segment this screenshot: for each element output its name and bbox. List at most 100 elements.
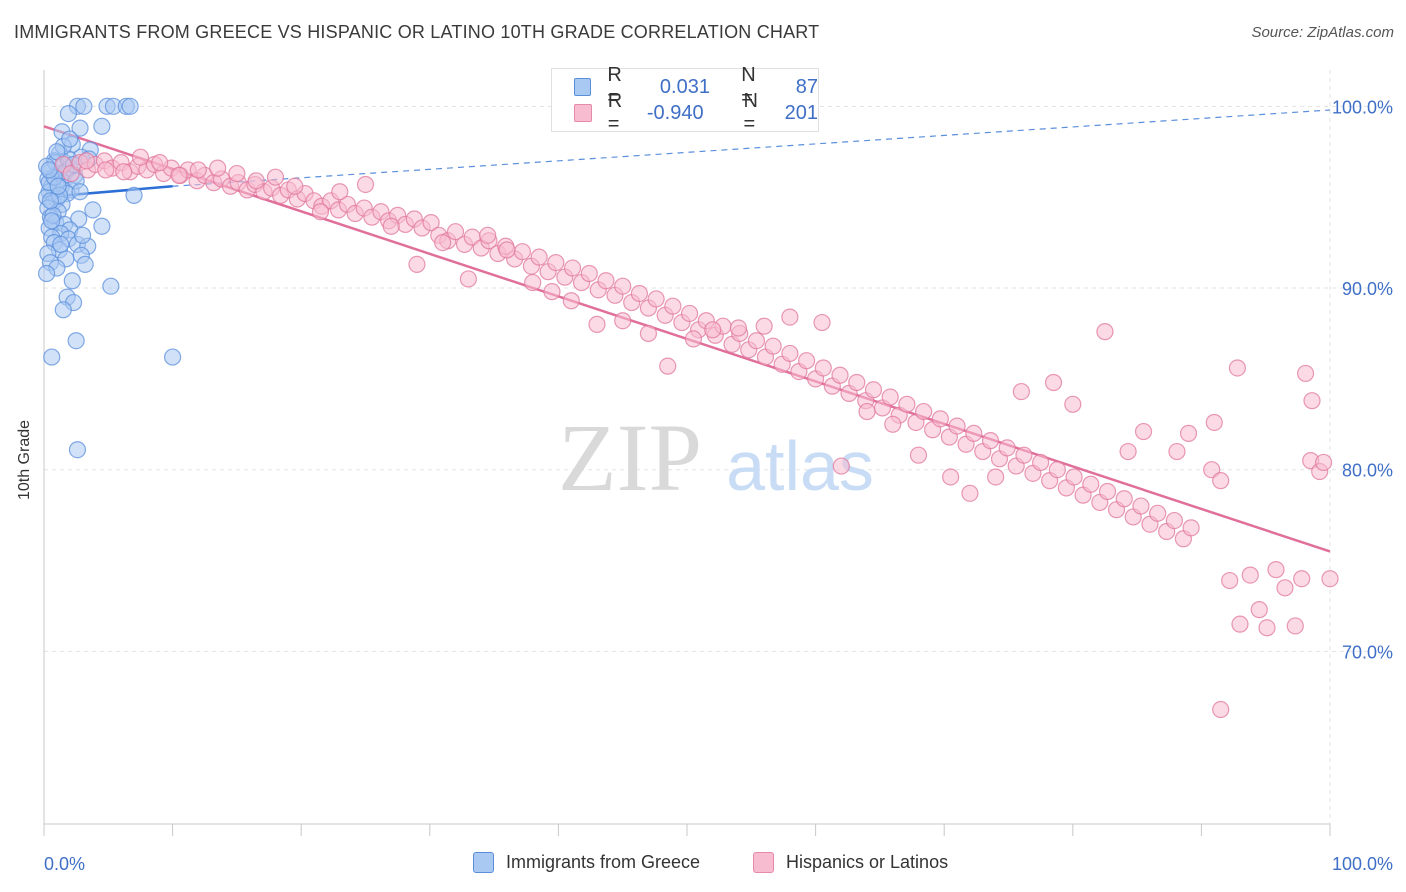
data-point: [1267, 561, 1285, 579]
data-point: [37, 264, 56, 283]
data-point: [513, 243, 531, 261]
legend-label-hispanic: Hispanics or Latinos: [786, 852, 949, 872]
data-point: [1276, 579, 1294, 597]
data-point: [1098, 482, 1117, 501]
data-point: [1096, 323, 1114, 341]
data-point: [84, 201, 102, 219]
data-point: [998, 439, 1016, 457]
legend-swatch-hispanic: [753, 852, 774, 873]
legend-n-value: 201: [784, 101, 819, 124]
legend-swatch-greece: [473, 852, 494, 873]
data-point: [77, 152, 96, 170]
data-point: [942, 468, 960, 486]
data-point: [931, 410, 949, 428]
x-tick-label-max: 100.0%: [1332, 854, 1393, 874]
points-hispanic: [54, 148, 1339, 719]
points-greece: [37, 97, 182, 459]
data-point: [981, 432, 1000, 450]
data-point: [639, 324, 658, 343]
data-point: [115, 163, 133, 181]
data-point: [247, 172, 265, 190]
legend-n-value: 87: [795, 75, 818, 98]
data-point: [43, 348, 61, 366]
data-point: [664, 297, 682, 315]
data-point: [331, 183, 349, 201]
data-point: [781, 308, 799, 326]
data-point: [1082, 475, 1100, 493]
watermark-atlas: atlas: [726, 427, 874, 505]
data-point: [1134, 422, 1153, 441]
data-point: [43, 212, 61, 230]
data-point: [909, 446, 928, 464]
data-point: [684, 330, 703, 348]
data-point: [52, 235, 70, 254]
data-point: [961, 484, 979, 502]
data-point: [49, 177, 67, 195]
data-point: [1165, 511, 1183, 530]
data-point: [764, 337, 782, 355]
data-point: [1012, 382, 1030, 401]
y-axis-label: 10th Grade: [16, 419, 33, 501]
data-point: [647, 290, 665, 308]
data-point: [1250, 601, 1268, 619]
tick-labels: 100.0% 90.0% 80.0% 70.0% 0.0% 100.0%: [44, 97, 1393, 874]
data-point: [1321, 570, 1339, 588]
data-point: [630, 284, 649, 303]
data-point: [1064, 395, 1082, 413]
data-point: [1032, 453, 1050, 472]
data-point: [987, 468, 1005, 486]
data-point: [524, 273, 542, 292]
data-point: [54, 301, 72, 319]
data-point: [797, 352, 816, 370]
legend-item-greece[interactable]: Immigrants from Greece: [473, 852, 700, 873]
data-point: [814, 359, 832, 377]
legend-swatch-greece: [574, 78, 592, 96]
data-point: [75, 97, 93, 115]
data-point: [1048, 461, 1066, 479]
data-point: [479, 226, 497, 244]
data-point: [848, 373, 866, 392]
data-point: [1179, 424, 1198, 442]
data-point: [209, 159, 227, 177]
data-point: [164, 348, 182, 366]
data-point: [1228, 359, 1247, 377]
chart-title: IMMIGRANTS FROM GREECE VS HISPANIC OR LA…: [14, 22, 820, 42]
data-point: [1149, 504, 1167, 522]
data-point: [1205, 413, 1223, 432]
data-point: [121, 97, 139, 115]
data-point: [1182, 519, 1200, 537]
data-point: [580, 264, 598, 283]
y-tick-label: 90.0%: [1342, 279, 1393, 299]
legend-r-value: -0.940: [646, 101, 704, 124]
data-point: [446, 223, 465, 241]
legend-row-greece: R = 0.031 N = 87: [574, 64, 818, 109]
data-point: [659, 357, 677, 375]
data-point: [915, 402, 933, 421]
data-point: [1303, 392, 1321, 410]
series-legend: Immigrants from Greece Hispanics or Lati…: [0, 852, 1406, 878]
data-point: [67, 332, 85, 350]
data-point: [563, 259, 582, 277]
data-point: [59, 105, 78, 123]
legend-row-hispanic: R = -0.940 N = 201: [574, 90, 819, 135]
data-point: [1212, 472, 1230, 490]
data-point: [948, 417, 966, 435]
legend-r-label: R =: [607, 90, 623, 135]
legend-r-value: 0.031: [659, 75, 710, 98]
data-point: [76, 255, 94, 274]
legend-item-hispanic[interactable]: Hispanics or Latinos: [753, 852, 948, 873]
data-point: [898, 395, 916, 413]
x-tick-label-min: 0.0%: [44, 854, 85, 874]
data-point: [1296, 364, 1315, 383]
legend-r-label: R =: [607, 64, 622, 109]
data-point: [286, 177, 304, 195]
data-point: [266, 168, 285, 186]
data-point: [228, 164, 246, 183]
data-point: [61, 130, 79, 148]
data-point: [408, 255, 426, 274]
data-point: [747, 332, 766, 350]
data-point: [1231, 615, 1249, 633]
data-point: [131, 148, 150, 166]
legend-label-greece: Immigrants from Greece: [506, 852, 701, 872]
data-point: [1221, 571, 1239, 590]
